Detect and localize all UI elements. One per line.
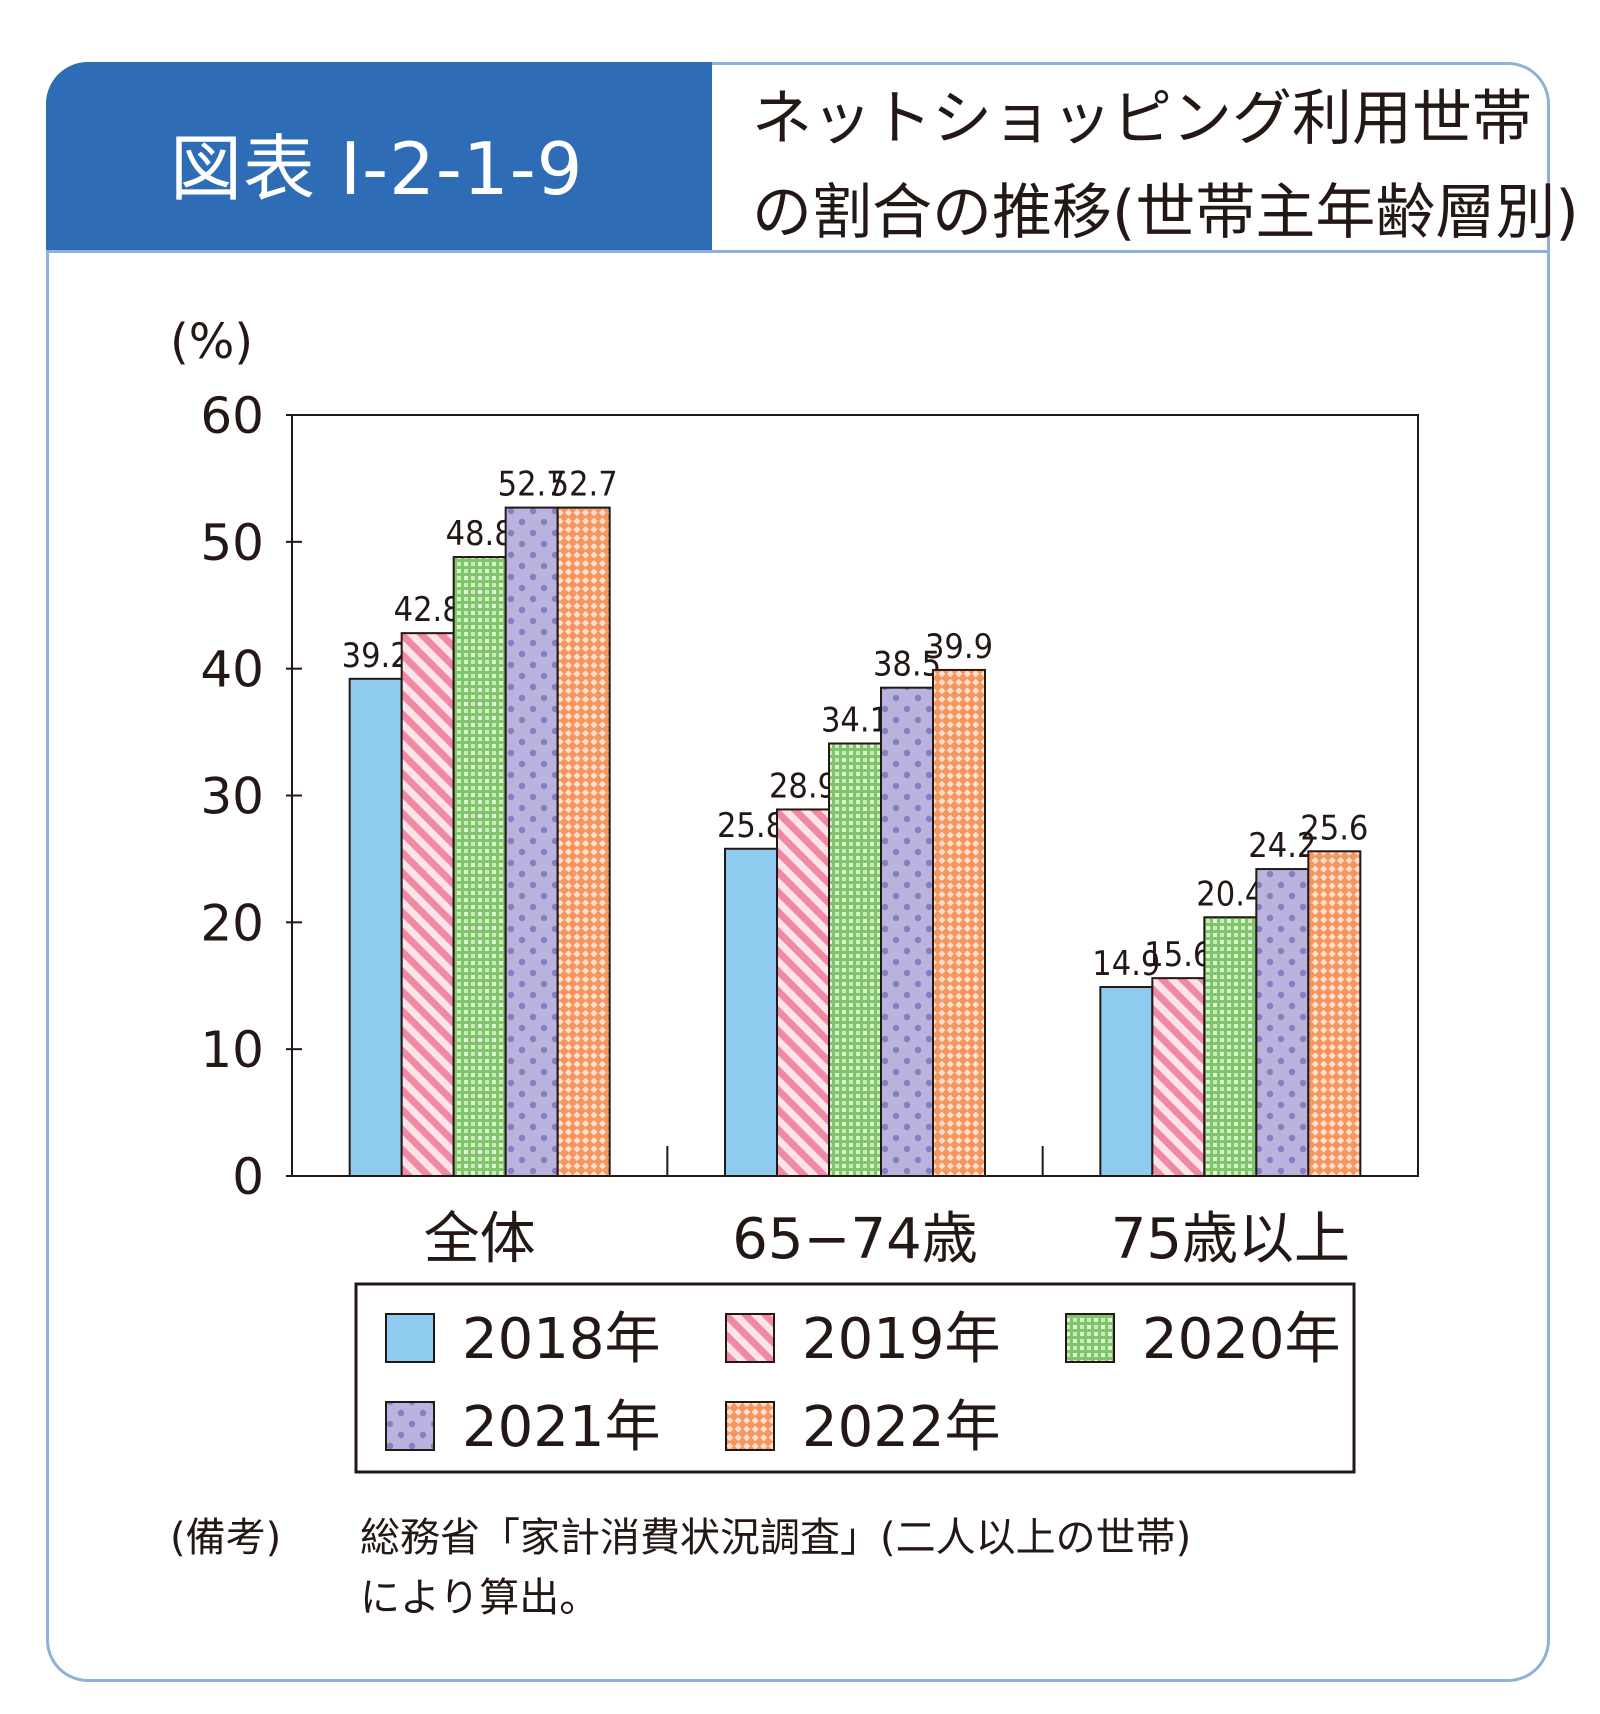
legend-label: 2021年 [462,1395,661,1460]
data-label: 42.8 [394,590,462,630]
data-label: 14.9 [1092,944,1160,984]
y-tick-label: 40 [200,641,264,699]
y-tick-label: 20 [200,894,264,952]
bar-2018年-65−74歳 [724,847,778,1178]
data-label: 39.9 [925,627,993,667]
bar-2018年-75歳以上 [1099,986,1154,1177]
note-line-2: により算出。 [360,1575,600,1621]
bar-2020年-65−74歳 [828,742,882,1178]
bar-2018年-全体 [348,677,403,1178]
legend-label: 2018年 [462,1307,661,1372]
data-label: 38.5 [873,645,941,685]
figure-id: 図表 I-2-1-9 [170,127,584,211]
data-label: 39.2 [342,636,410,676]
bar-2019年-75歳以上 [1151,977,1206,1178]
y-axis-label: (%) [170,314,253,370]
bar-2019年-全体 [400,632,455,1177]
bar-2020年-75歳以上 [1203,916,1258,1177]
note-text: 総務省「家計消費状況調査」(二人以上の世帯) により算出。 [360,1508,1191,1628]
y-tick-label: 10 [200,1021,264,1079]
bar-2022年-75歳以上 [1307,850,1362,1177]
legend-box [354,1282,1356,1474]
y-tick-label: 50 [200,514,264,572]
bar-2021年-65−74歳 [880,686,934,1177]
y-tick-label: 0 [232,1148,264,1206]
figure-title: ネットショッピング利用世帯 の割合の推移(世帯主年齢層別) [752,72,1579,260]
bar-2019年-65−74歳 [776,808,830,1177]
note-label: (備考) [170,1515,282,1561]
data-label: 20.4 [1196,874,1264,914]
legend-swatch [385,1313,435,1363]
x-category-label: 全体 [424,1207,536,1272]
bar-2020年-全体 [452,556,507,1177]
bar-2021年-全体 [504,506,559,1178]
legend-label: 2019年 [802,1307,1001,1372]
x-category-label: 75歳以上 [1111,1207,1350,1272]
bar-2021年-75歳以上 [1255,868,1310,1178]
data-label: 25.6 [1300,808,1368,848]
data-label: 52.7 [550,465,618,505]
y-tick-label: 30 [200,768,264,826]
figure-title-line-2: の割合の推移(世帯主年齢層別) [752,178,1579,248]
bar-2022年-65−74歳 [932,668,986,1177]
legend-swatch [725,1313,775,1363]
data-label: 15.6 [1144,935,1212,975]
data-label: 52.7 [498,465,566,505]
figure-title-line-1: ネットショッピング利用世帯 [752,84,1532,154]
legend-swatch [1065,1313,1115,1363]
legend: 2018年 2019年 2020年 2021年 2022年 [354,1282,1356,1474]
x-category-label: 65−74歳 [732,1207,977,1272]
data-label: 24.2 [1248,826,1316,866]
legend-label: 2020年 [1142,1307,1341,1372]
y-tick-label: 60 [200,387,264,445]
header-divider [46,250,1547,253]
legend-swatch [385,1401,435,1451]
note-line-1: 総務省「家計消費状況調査」(二人以上の世帯) [360,1515,1192,1561]
legend-swatch [725,1401,775,1451]
data-label: 34.1 [821,700,889,740]
figure-header-band [46,62,712,250]
data-label: 28.9 [769,766,837,806]
plot-area: 010203040506039.242.848.852.752.7全体25.82… [200,387,1419,1272]
bar-2022年-全体 [556,506,611,1178]
data-label: 48.8 [446,514,514,554]
legend-label: 2022年 [802,1395,1001,1460]
data-label: 25.8 [717,806,785,846]
